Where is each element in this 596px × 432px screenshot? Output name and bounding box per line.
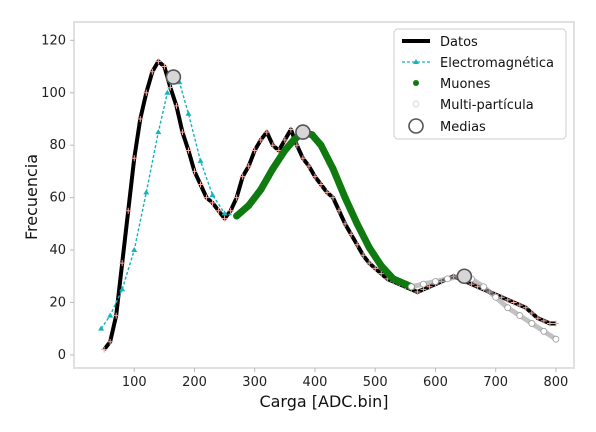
multi-particula-point	[505, 305, 511, 311]
x-axis-title: Carga [ADC.bin]	[259, 392, 388, 411]
x-tick-label: 500	[363, 375, 388, 390]
legend-medias-label: Medias	[440, 120, 486, 135]
muones-point	[366, 244, 373, 251]
muones-point	[245, 202, 252, 209]
legend-medias-marker	[409, 119, 423, 133]
multi-particula-point	[529, 320, 535, 326]
muones-point	[378, 262, 385, 269]
multi-particula-point	[481, 284, 487, 290]
medias-point	[296, 125, 310, 139]
x-tick-label: 300	[242, 375, 267, 390]
y-tick-label: 60	[49, 191, 66, 206]
medias-point	[457, 269, 471, 283]
muones-point	[330, 165, 337, 172]
multi-particula-point	[408, 284, 414, 290]
x-tick-label: 200	[182, 375, 207, 390]
legend-electromagnetica-label: Electromagnética	[440, 56, 554, 71]
multi-particula-point	[444, 276, 450, 282]
y-tick-label: 100	[41, 86, 66, 101]
x-tick-label: 400	[303, 375, 328, 390]
multi-particula-point	[541, 328, 547, 334]
multi-particula-point	[517, 313, 523, 319]
muones-point	[317, 142, 324, 149]
y-tick-label: 40	[49, 243, 66, 258]
muones-point	[233, 212, 240, 219]
legend-datos-label: Datos	[440, 35, 478, 50]
muones-point	[290, 136, 297, 143]
multi-particula-point	[553, 336, 559, 342]
muones-point	[342, 194, 349, 201]
x-tick-label: 600	[423, 375, 448, 390]
legend-muones-marker	[413, 80, 419, 86]
legend: Datos Electromagnética Muones Multi-part…	[394, 29, 566, 139]
legend-multi-particula-label: Multi-partícula	[440, 98, 534, 113]
y-tick-label: 0	[58, 348, 66, 363]
y-tick-label: 80	[49, 138, 66, 153]
muones-point	[281, 147, 288, 154]
muones-point	[269, 165, 276, 172]
y-tick-label: 20	[49, 295, 66, 310]
multi-particula-point	[432, 279, 438, 285]
multi-particula-point	[493, 294, 499, 300]
y-axis-title: Frecuencia	[22, 154, 41, 240]
x-tick-label: 100	[122, 375, 147, 390]
legend-muones-label: Muones	[440, 77, 491, 92]
x-tick-label: 800	[544, 375, 569, 390]
medias-point	[166, 70, 180, 84]
muones-point	[402, 281, 409, 288]
multi-particula-point	[420, 281, 426, 287]
x-tick-label: 700	[483, 375, 508, 390]
legend-multi-particula-marker	[413, 101, 419, 107]
muones-point	[354, 220, 361, 227]
muones-point	[390, 275, 397, 282]
y-tick-label: 120	[41, 33, 66, 48]
muones-point	[257, 186, 264, 193]
